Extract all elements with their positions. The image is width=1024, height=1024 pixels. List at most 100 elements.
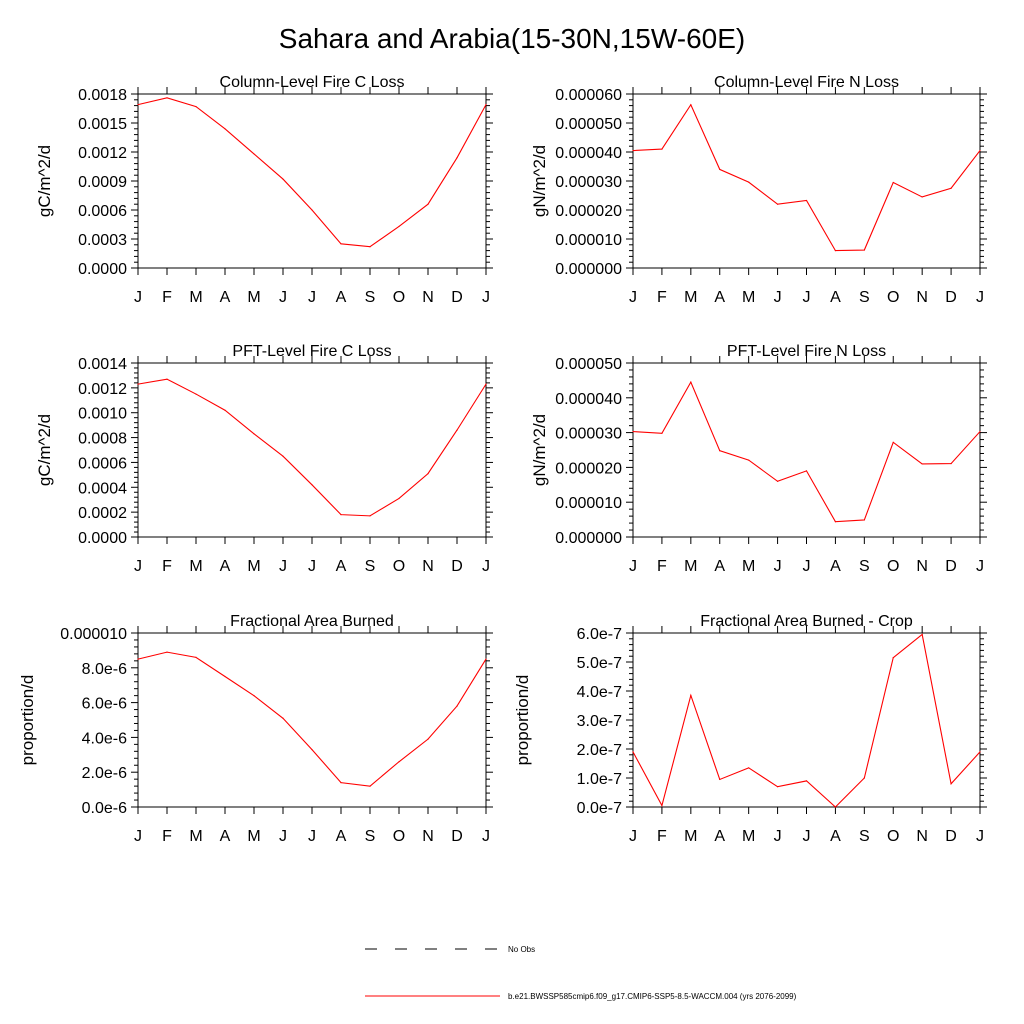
data-point (253, 695, 255, 697)
data-point (661, 432, 663, 434)
x-tick-label: O (887, 828, 899, 845)
data-point (427, 738, 429, 740)
data-point (632, 149, 634, 152)
y-tick-label: 0.000040 (555, 145, 622, 162)
panel-title: Column-Level Fire N Loss (714, 74, 899, 91)
data-point (863, 249, 865, 251)
x-tick-label: N (916, 289, 928, 306)
y-tick-label: 0.000020 (555, 203, 622, 220)
x-tick-label: M (247, 558, 260, 575)
y-tick-label: 0.0018 (78, 87, 127, 104)
x-tick-label: J (134, 558, 142, 575)
series-line-1 (137, 378, 487, 517)
data-point (921, 633, 923, 636)
x-tick-label: J (774, 558, 782, 575)
data-point (137, 104, 139, 106)
y-tick-label: 0.000050 (555, 356, 622, 373)
data-point (690, 381, 692, 383)
data-point (427, 203, 429, 205)
x-tick-label: S (859, 558, 870, 575)
x-tick-label: F (657, 558, 667, 575)
data-point (282, 455, 284, 457)
data-point (748, 459, 750, 461)
y-axis-label: gC/m^2/d (35, 414, 54, 486)
x-tick-label: F (657, 828, 667, 845)
series-line-1 (632, 103, 981, 252)
x-tick-label: O (887, 558, 899, 575)
chart-panel-2: Column-Level Fire N Loss gN/m^2/d 0.000000… (530, 74, 987, 306)
data-point (776, 786, 779, 788)
x-tick-label: A (220, 828, 231, 845)
y-axis-label: proportion/d (513, 675, 532, 766)
y-axis-label: gC/m^2/d (35, 145, 54, 217)
x-tick-label: J (482, 828, 490, 845)
chart-panel-3: PFT-Level Fire C Loss gC/m^2/d 0.0000 0.000… (35, 343, 493, 575)
data-point (805, 470, 808, 472)
data-point (369, 515, 371, 517)
series-line-1 (137, 97, 487, 248)
data-point (632, 751, 634, 753)
y-tick-label: 0.000020 (555, 460, 622, 477)
x-tick-label: J (629, 828, 637, 845)
x-tick-label: M (189, 828, 202, 845)
data-point (195, 105, 197, 108)
x-tick-label: M (189, 558, 202, 575)
x-tick-label: S (365, 558, 376, 575)
data-point (719, 778, 721, 781)
data-point (834, 806, 837, 808)
data-point (282, 178, 284, 180)
chart-panels: Column-Level Fire C Loss gC/m^2/d 0.0000 0.… (18, 74, 987, 845)
x-tick-label: D (451, 558, 463, 575)
chart-panel-4: PFT-Level Fire N Loss gN/m^2/d 0.000000 0.0… (530, 343, 987, 575)
x-tick-label: S (365, 289, 376, 306)
x-tick-label: J (482, 558, 490, 575)
data-point (311, 209, 313, 211)
data-point (456, 157, 458, 159)
x-tick-label: J (803, 828, 811, 845)
data-point (834, 250, 837, 252)
y-tick-label: 0.000010 (60, 626, 127, 643)
data-point (863, 519, 865, 521)
x-tick-label: M (742, 828, 755, 845)
data-point (921, 463, 923, 465)
x-tick-label: A (220, 558, 231, 575)
data-point (863, 777, 865, 779)
legend-obs-label: No Obs (508, 945, 535, 954)
data-point (661, 804, 663, 807)
x-tick-label: S (859, 289, 870, 306)
x-tick-label: O (887, 289, 899, 306)
x-tick-label: A (336, 289, 347, 306)
data-point (369, 785, 371, 787)
x-tick-label: M (189, 289, 202, 306)
y-tick-label: 0.0e-7 (577, 800, 622, 817)
x-tick-label: M (742, 558, 755, 575)
plot-frame (137, 362, 487, 538)
y-tick-label: 0.0012 (78, 145, 127, 162)
y-tick-label: 0.0012 (78, 381, 127, 398)
data-point (340, 243, 342, 245)
figure-title: Sahara and Arabia(15-30N,15W-60E) (279, 23, 745, 54)
data-point (137, 658, 139, 660)
data-point (456, 429, 458, 431)
y-tick-label: 0.000000 (555, 261, 622, 278)
series-line-1 (137, 651, 487, 787)
x-tick-label: A (830, 558, 841, 575)
data-point (892, 657, 894, 659)
x-tick-label: J (308, 289, 316, 306)
y-tick-label: 0.0003 (78, 232, 127, 249)
panel-title: Fractional Area Burned (230, 613, 394, 630)
data-point (224, 128, 226, 130)
data-point (166, 378, 168, 380)
x-tick-label: J (976, 828, 984, 845)
y-tick-label: 0.000010 (555, 495, 622, 512)
y-tick-label: 0.000000 (555, 530, 622, 547)
data-point (892, 181, 894, 184)
x-tick-label: N (422, 289, 434, 306)
legend: No Obs b.e21.BWSSP585cmip6.f09_g17.CMIP6… (365, 945, 797, 1001)
x-tick-label: J (803, 558, 811, 575)
y-tick-label: 0.0006 (78, 203, 127, 220)
data-point (661, 148, 663, 150)
data-point (195, 393, 197, 395)
data-point (166, 651, 168, 653)
data-point (253, 153, 255, 155)
